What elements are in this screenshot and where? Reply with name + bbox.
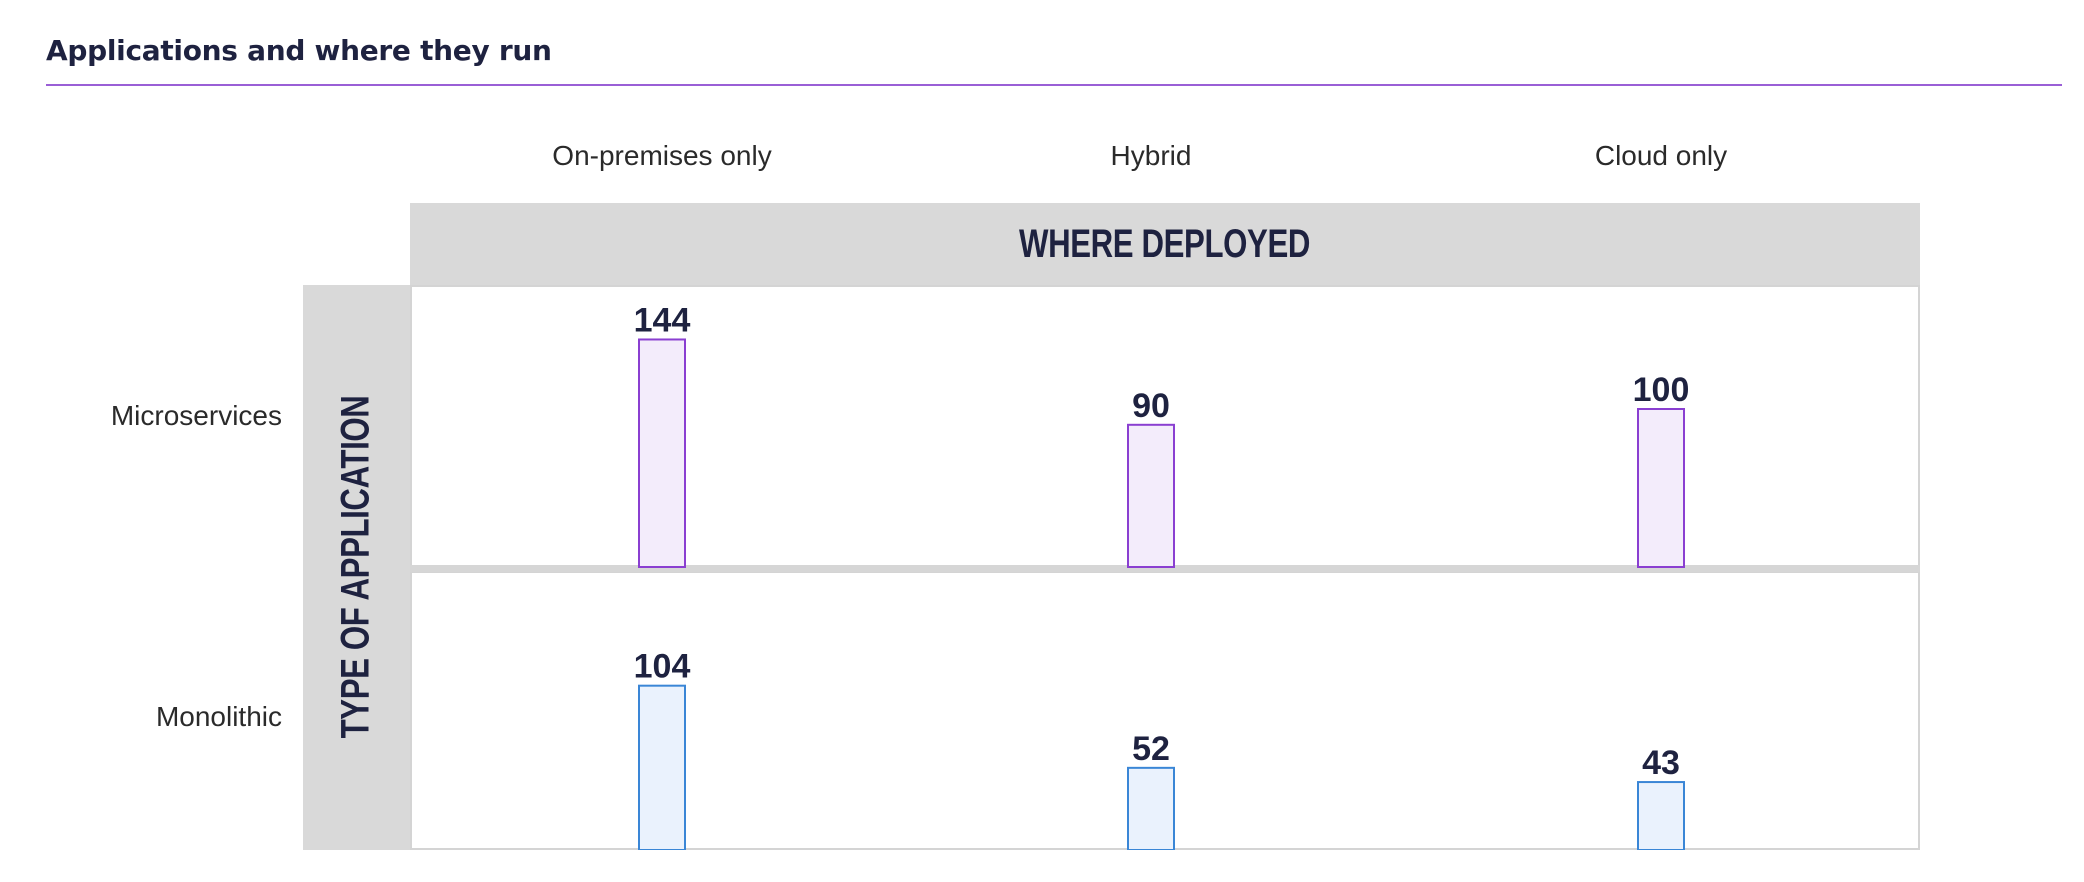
row-axis-header: TYPE OF APPLICATION xyxy=(303,285,410,850)
bar-microservices-on-premises-only xyxy=(638,338,686,569)
bar-chart-svg: 144 90 100 104 52 43 xyxy=(410,285,1920,850)
bar-microservices-cloud-only xyxy=(1637,408,1685,568)
title-rule xyxy=(46,84,2062,86)
bar-monolithic-cloud-only xyxy=(1637,781,1685,850)
column-label-hybrid: Hybrid xyxy=(1110,140,1192,171)
column-label-on-premises: On-premises only xyxy=(552,140,772,171)
value-label-monolithic-hybrid: 52 xyxy=(1132,730,1170,768)
bar-microservices-hybrid xyxy=(1127,423,1175,568)
value-label-monolithic-cloud-only: 43 xyxy=(1642,744,1680,782)
column-axis-title: WHERE DEPLOYED xyxy=(1019,221,1311,266)
value-label-monolithic-on-premises-only: 104 xyxy=(634,648,691,686)
chart-title: Applications and where they run xyxy=(46,34,552,67)
row-label-monolithic: Monolithic xyxy=(155,701,282,732)
value-label-microservices-on-premises-only: 144 xyxy=(634,301,691,339)
column-axis-header: WHERE DEPLOYED xyxy=(410,203,1920,285)
row-label-microservices: Microservices xyxy=(110,400,282,431)
row-axis-title: TYPE OF APPLICATION xyxy=(333,395,378,739)
bar-monolithic-hybrid xyxy=(1127,766,1175,850)
value-label-microservices-hybrid: 90 xyxy=(1132,387,1170,425)
row-separator xyxy=(410,565,1920,572)
plot-area: 144 90 100 104 52 43 xyxy=(410,285,1920,850)
value-label-microservices-cloud-only: 100 xyxy=(1633,371,1690,409)
column-label-cloud: Cloud only xyxy=(1594,140,1728,171)
bar-monolithic-on-premises-only xyxy=(638,684,686,850)
